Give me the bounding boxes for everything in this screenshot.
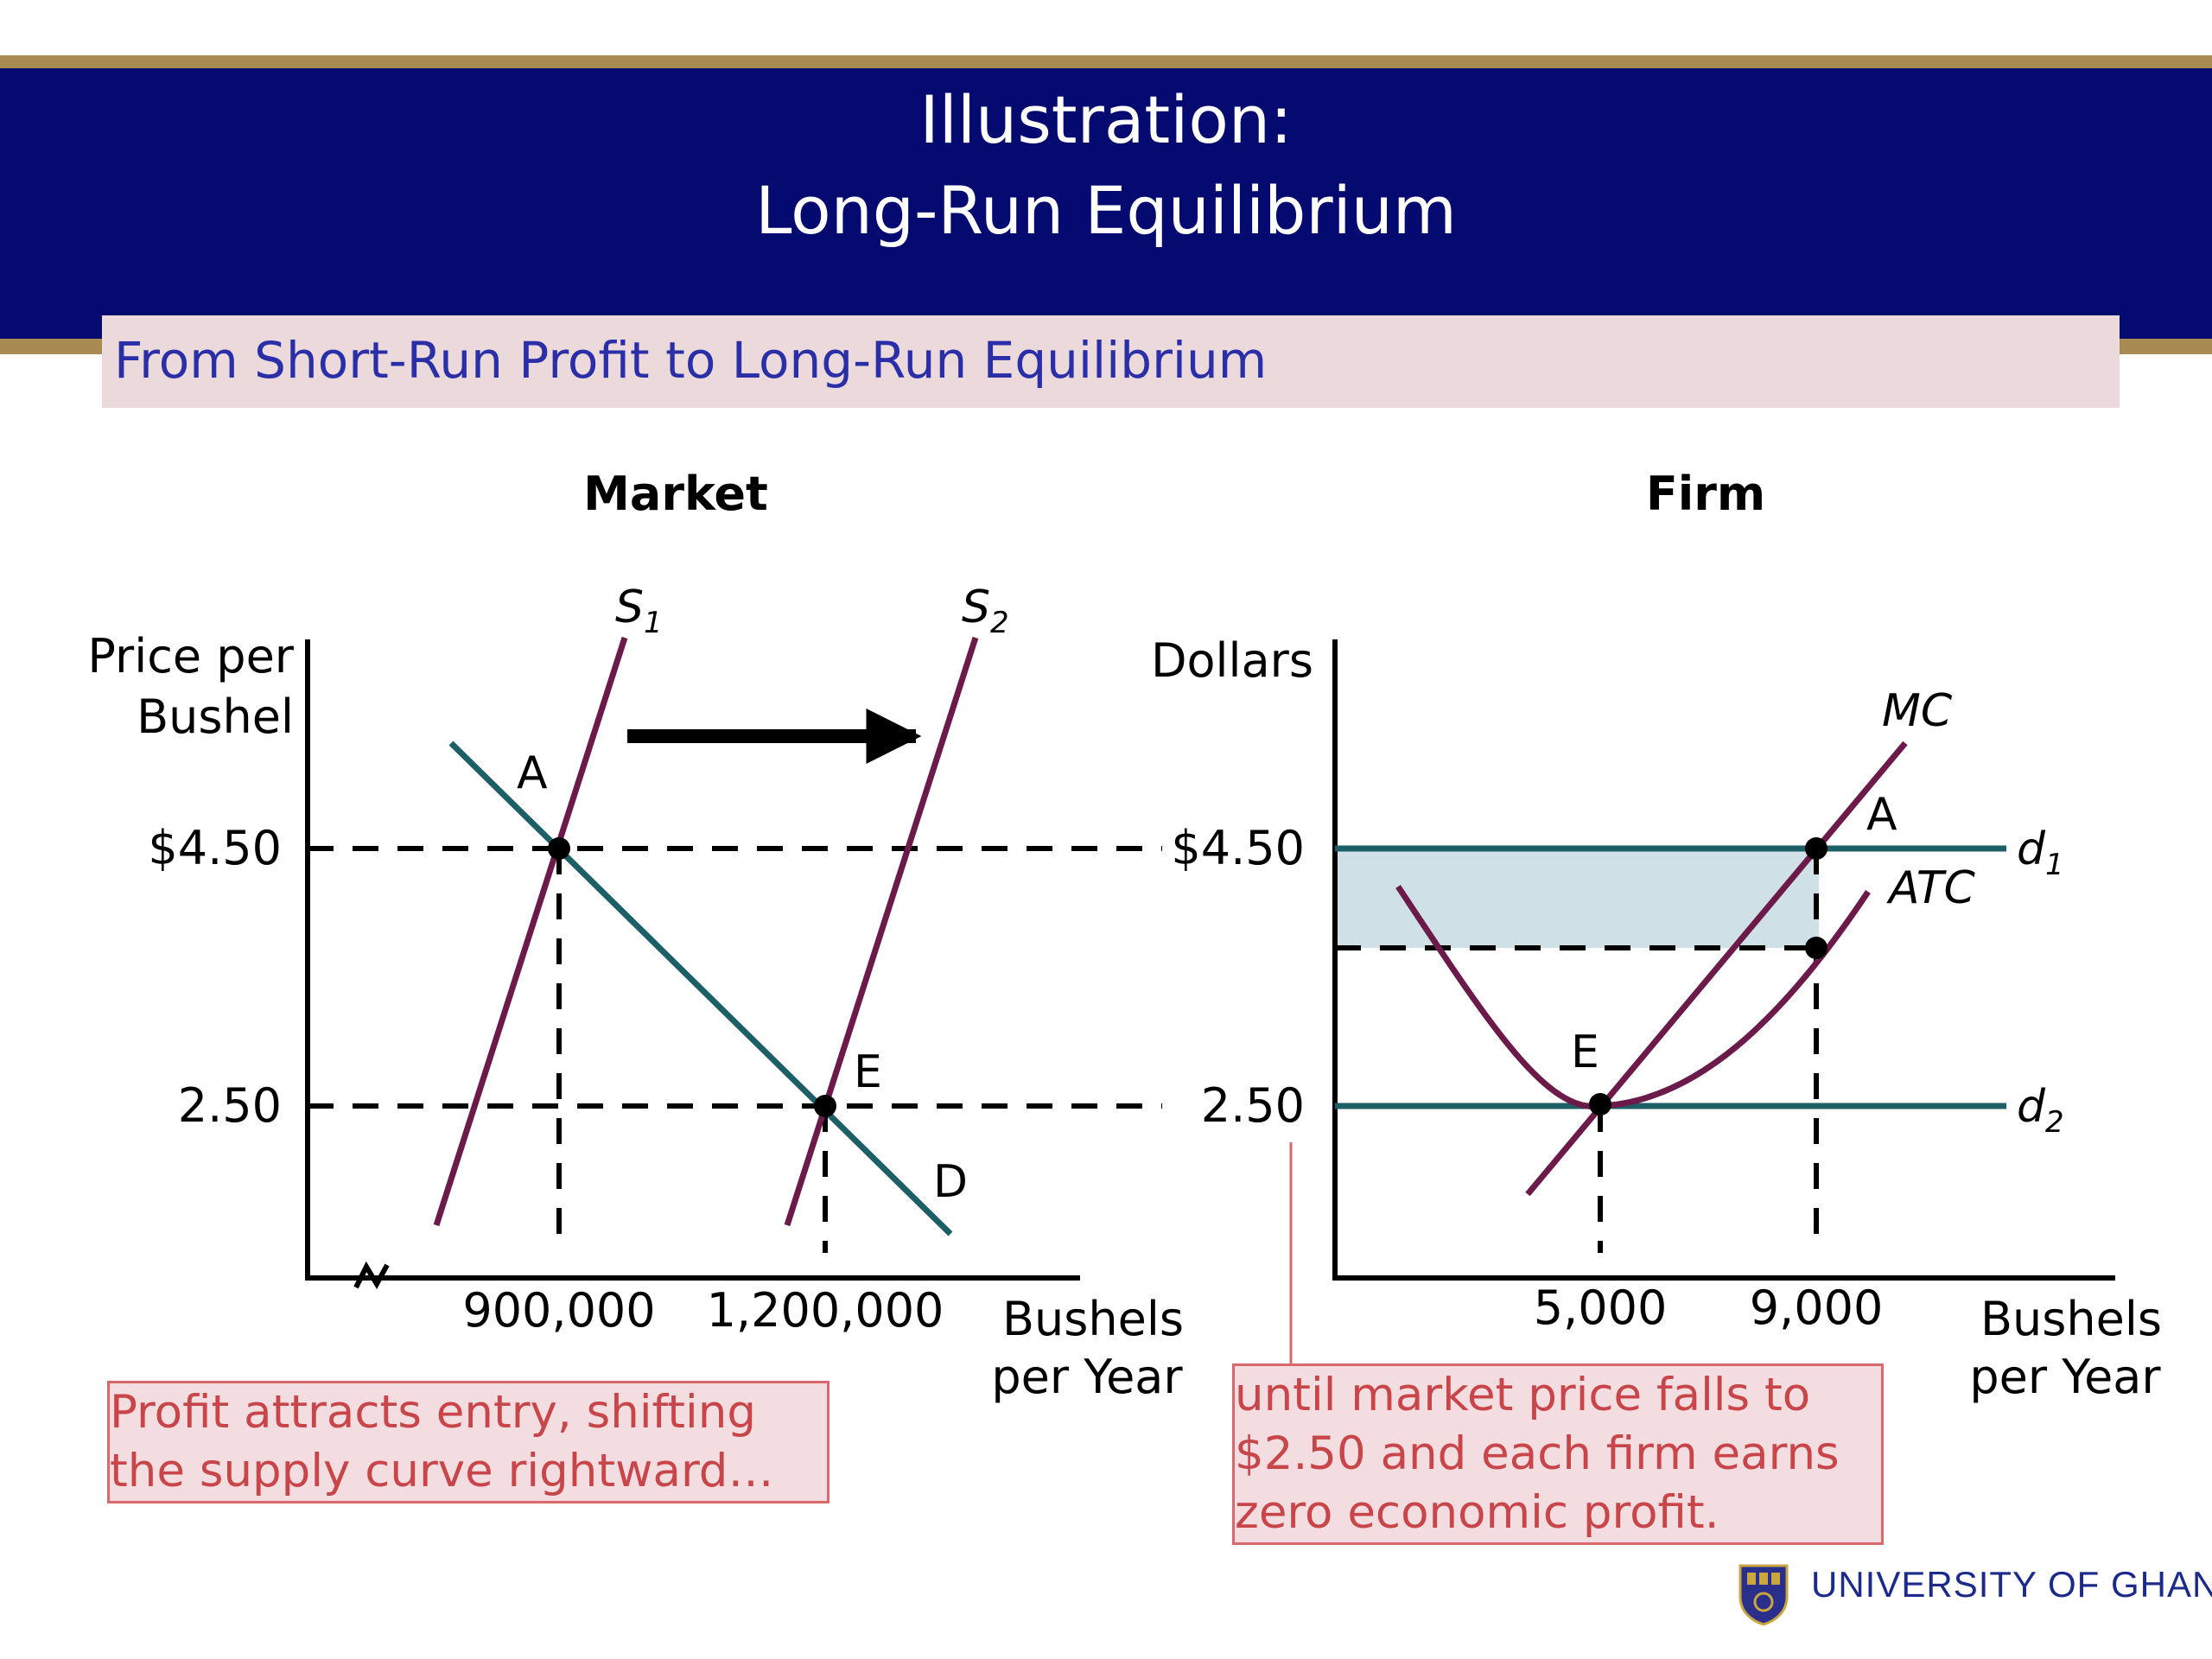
top-gold-rule	[0, 55, 2212, 68]
note-right-line3: zero economic profit.	[1235, 1486, 1719, 1539]
note-right-line2: $2.50 and each firm earns	[1235, 1427, 1840, 1480]
axis-break-icon	[353, 1261, 390, 1290]
firm-point-a	[1805, 837, 1827, 860]
firm-point-e-label: E	[1571, 1027, 1599, 1078]
firm-heading: Firm	[1646, 467, 1765, 521]
market-y-label-line2: Bushel	[137, 690, 294, 744]
firm-y-label: Dollars	[1151, 633, 1313, 688]
firm-x-label-line2: per Year	[1969, 1350, 2161, 1404]
market-point-e	[814, 1095, 836, 1117]
slide-title-line2: Long-Run Equilibrium	[755, 172, 1457, 249]
firm-point-atc	[1805, 937, 1827, 959]
mc-label: MC	[1882, 685, 1953, 737]
market-point-a-label: A	[517, 747, 548, 799]
atc-label: ATC	[1886, 862, 1976, 914]
market-price-tick-high: $4.50	[148, 821, 282, 875]
supply-curve-s2	[784, 636, 979, 1227]
firm-price-tick-high: $4.50	[1171, 821, 1305, 875]
firm-price-tick-low: 2.50	[1201, 1078, 1305, 1133]
market-heading: Market	[583, 467, 768, 521]
market-qty-tick-1: 900,000	[462, 1283, 655, 1338]
subtitle-box: From Short-Run Profit to Long-Run Equili…	[102, 315, 2120, 408]
supply2-label: S2	[962, 582, 1009, 640]
market-y-label-line1: Price per	[87, 629, 294, 683]
market-qty-tick-2: 1,200,000	[707, 1283, 944, 1338]
firm-point-a-label: A	[1866, 789, 1897, 841]
title-band: Illustration: Long-Run Equilibrium	[0, 68, 2212, 339]
firm-qty-tick-1: 5,000	[1534, 1281, 1668, 1335]
supply1-label: S1	[615, 582, 663, 640]
demand-curve	[448, 741, 953, 1236]
d2-label: d2	[2017, 1081, 2064, 1140]
slide-title-line1: Illustration:	[919, 81, 1293, 158]
university-crest-icon	[1738, 1564, 1789, 1626]
market-point-a	[548, 837, 570, 860]
firm-point-e	[1589, 1093, 1611, 1116]
market-point-e-label: E	[854, 1046, 882, 1098]
note-left-line2: the supply curve rightward…	[110, 1445, 774, 1497]
supply-curve-s1	[433, 636, 628, 1227]
d1-label: d1	[2017, 823, 2064, 882]
note-right-line1: until market price falls to	[1235, 1369, 1811, 1421]
market-x-label-line2: per Year	[991, 1350, 1183, 1404]
demand-label: D	[933, 1156, 968, 1208]
note-zero-profit: until market price falls to $2.50 and ea…	[1232, 1363, 1884, 1545]
firm-x-label-line1: Bushels	[1980, 1292, 2162, 1346]
market-price-tick-low: 2.50	[178, 1078, 282, 1133]
note-left-line1: Profit attracts entry, shifting	[110, 1386, 757, 1439]
mc-curve	[1525, 741, 1908, 1197]
market-x-label-line1: Bushels	[1002, 1292, 1184, 1346]
slide-subtitle: From Short-Run Profit to Long-Run Equili…	[114, 331, 1268, 390]
note-profit-entry: Profit attracts entry, shifting the supp…	[107, 1381, 830, 1503]
institution-name: UNIVERSITY OF GHANA	[1811, 1564, 2212, 1605]
economic-profit-area	[1335, 849, 1819, 948]
firm-qty-tick-2: 9,000	[1750, 1281, 1884, 1335]
